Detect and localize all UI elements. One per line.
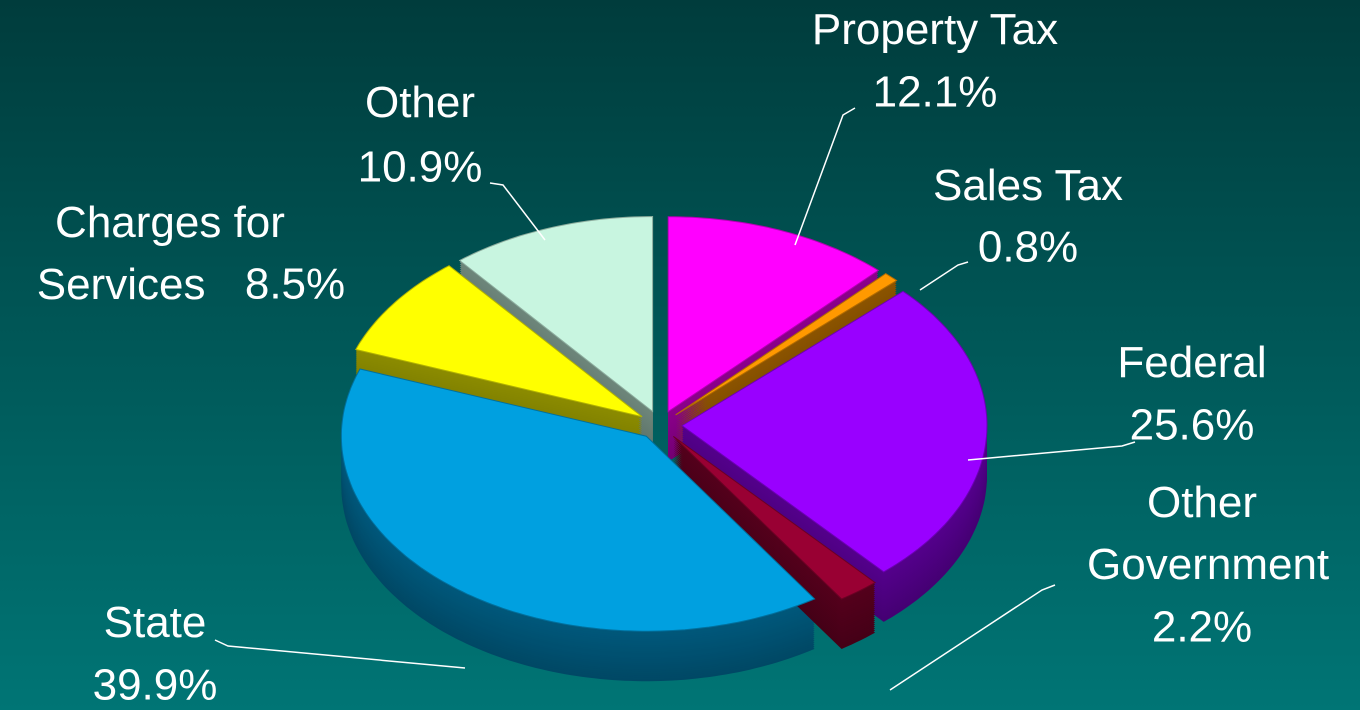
category-label: Property Tax	[812, 5, 1058, 54]
value-label: 10.9%	[358, 143, 483, 192]
value-label: 2.2%	[1152, 603, 1252, 652]
category-label: Charges for Services	[25, 198, 285, 309]
slice	[340, 368, 816, 632]
leader-line	[489, 182, 546, 241]
value-label: 39.9%	[93, 661, 218, 710]
slice	[355, 265, 643, 418]
leader-line	[214, 639, 466, 669]
category-label: Other	[365, 78, 475, 127]
category-label: State	[104, 598, 207, 647]
leader-line	[919, 261, 969, 291]
value-label: 25.6%	[1130, 401, 1255, 450]
slice	[667, 216, 880, 413]
slice	[675, 273, 898, 416]
slice	[458, 215, 654, 413]
leader-line	[794, 107, 856, 246]
value-label: 12.1%	[873, 68, 998, 117]
leader-line	[967, 441, 1136, 461]
slice	[681, 290, 988, 573]
leader-line	[889, 584, 1056, 691]
value-label: 0.8%	[978, 223, 1078, 272]
category-label: Sales Tax	[933, 161, 1123, 210]
category-label: Other Government	[1075, 478, 1329, 589]
category-label: Federal	[1117, 338, 1266, 387]
slice	[673, 435, 877, 600]
value-label: 8.5%	[245, 260, 345, 309]
